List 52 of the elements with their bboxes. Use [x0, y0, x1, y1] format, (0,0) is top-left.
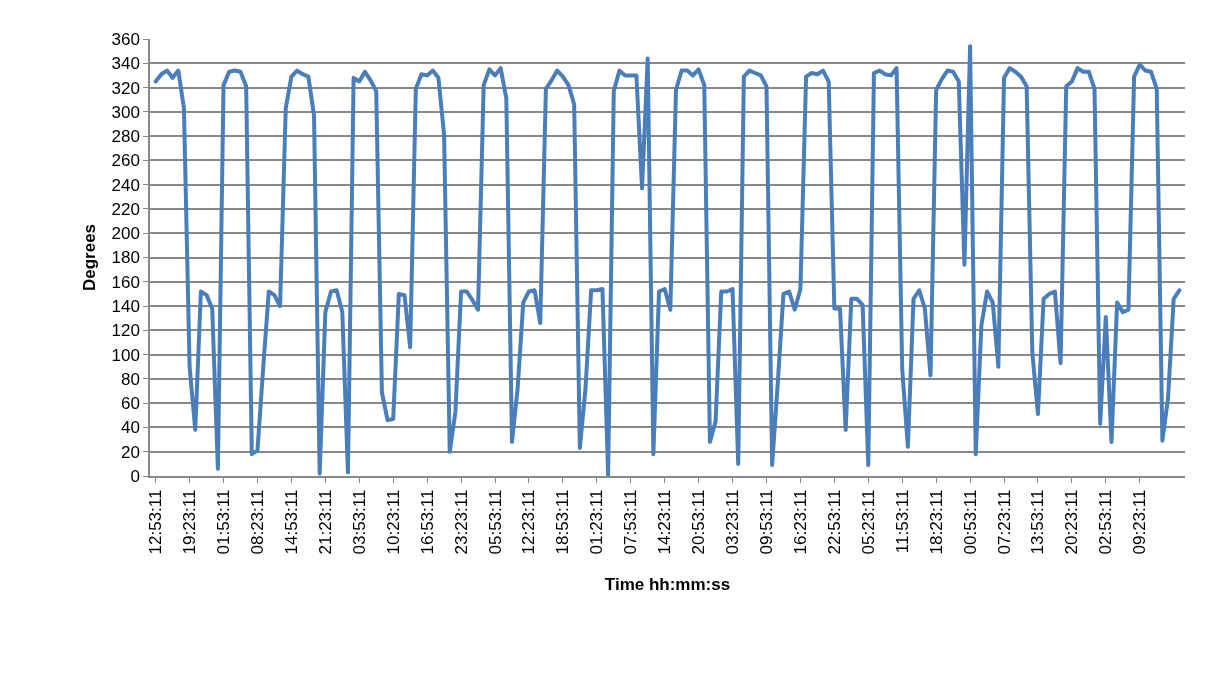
- y-tick-label: 240: [111, 175, 140, 195]
- x-tick-label: 01:53:11: [214, 489, 234, 555]
- y-tick-label: 40: [120, 418, 140, 438]
- y-tick-label: 20: [120, 442, 140, 462]
- x-tick-label: 16:23:11: [790, 489, 810, 555]
- y-tick-label: 320: [111, 78, 140, 98]
- y-tick-label: 80: [120, 369, 140, 389]
- x-tick-label: 22:53:11: [824, 489, 844, 555]
- y-tick-label: 100: [111, 345, 140, 365]
- x-tick-label: 21:23:11: [315, 489, 335, 555]
- y-tick-label: 160: [111, 272, 140, 292]
- y-tick-label: 300: [111, 102, 140, 122]
- x-tick-label: 18:23:11: [926, 489, 946, 555]
- y-tick-label: 220: [111, 199, 140, 219]
- y-tick-label: 360: [111, 29, 140, 49]
- x-tick-label: 20:53:11: [689, 489, 709, 555]
- x-tick-label: 08:23:11: [247, 489, 267, 555]
- x-tick-label: 02:53:11: [1096, 489, 1116, 555]
- x-tick-label: 01:23:11: [587, 489, 607, 555]
- y-tick-label: 120: [111, 321, 140, 341]
- y-tick-label: 280: [111, 127, 140, 147]
- y-axis-title: Degrees: [79, 223, 99, 292]
- x-tick-label: 00:53:11: [960, 489, 980, 555]
- y-tick-label: 180: [111, 248, 140, 268]
- x-tick-label: 13:53:11: [1028, 489, 1048, 555]
- x-tick-label: 20:23:11: [1062, 489, 1082, 555]
- x-tick-label: 18:53:11: [553, 489, 573, 555]
- x-axis-title: Time hh:mm:ss: [604, 575, 731, 595]
- x-tick-label: 12:23:11: [519, 489, 539, 555]
- y-tick-label: 260: [111, 151, 140, 171]
- x-tick-label: 07:53:11: [621, 489, 641, 555]
- x-tick-label: 19:23:11: [180, 489, 200, 555]
- y-tick-label: 200: [111, 224, 140, 244]
- x-tick-label: 03:53:11: [349, 489, 369, 555]
- x-tick-label: 09:23:11: [1130, 489, 1150, 555]
- line-series: [153, 44, 1182, 476]
- x-tick-label: 03:23:11: [723, 489, 743, 555]
- x-tick-label: 09:53:11: [757, 489, 777, 555]
- y-tick-label: 60: [120, 394, 140, 414]
- x-tick-label: 05:23:11: [858, 489, 878, 555]
- x-tick-label: 23:23:11: [451, 489, 471, 555]
- y-tick-label: 0: [130, 466, 140, 486]
- x-tick-label: 05:53:11: [485, 489, 505, 555]
- x-tick-label: 11:53:11: [892, 489, 912, 554]
- x-tick-label: 10:23:11: [383, 489, 403, 555]
- x-tick-label: 14:23:11: [655, 489, 675, 555]
- y-tick-label: 340: [111, 54, 140, 74]
- x-tick-label: 07:23:11: [994, 489, 1014, 555]
- y-tick-label: 140: [111, 297, 140, 317]
- x-tick-label: 14:53:11: [281, 489, 301, 555]
- x-tick-label: 16:53:11: [417, 489, 437, 555]
- x-tick-label: 12:53:11: [146, 489, 166, 555]
